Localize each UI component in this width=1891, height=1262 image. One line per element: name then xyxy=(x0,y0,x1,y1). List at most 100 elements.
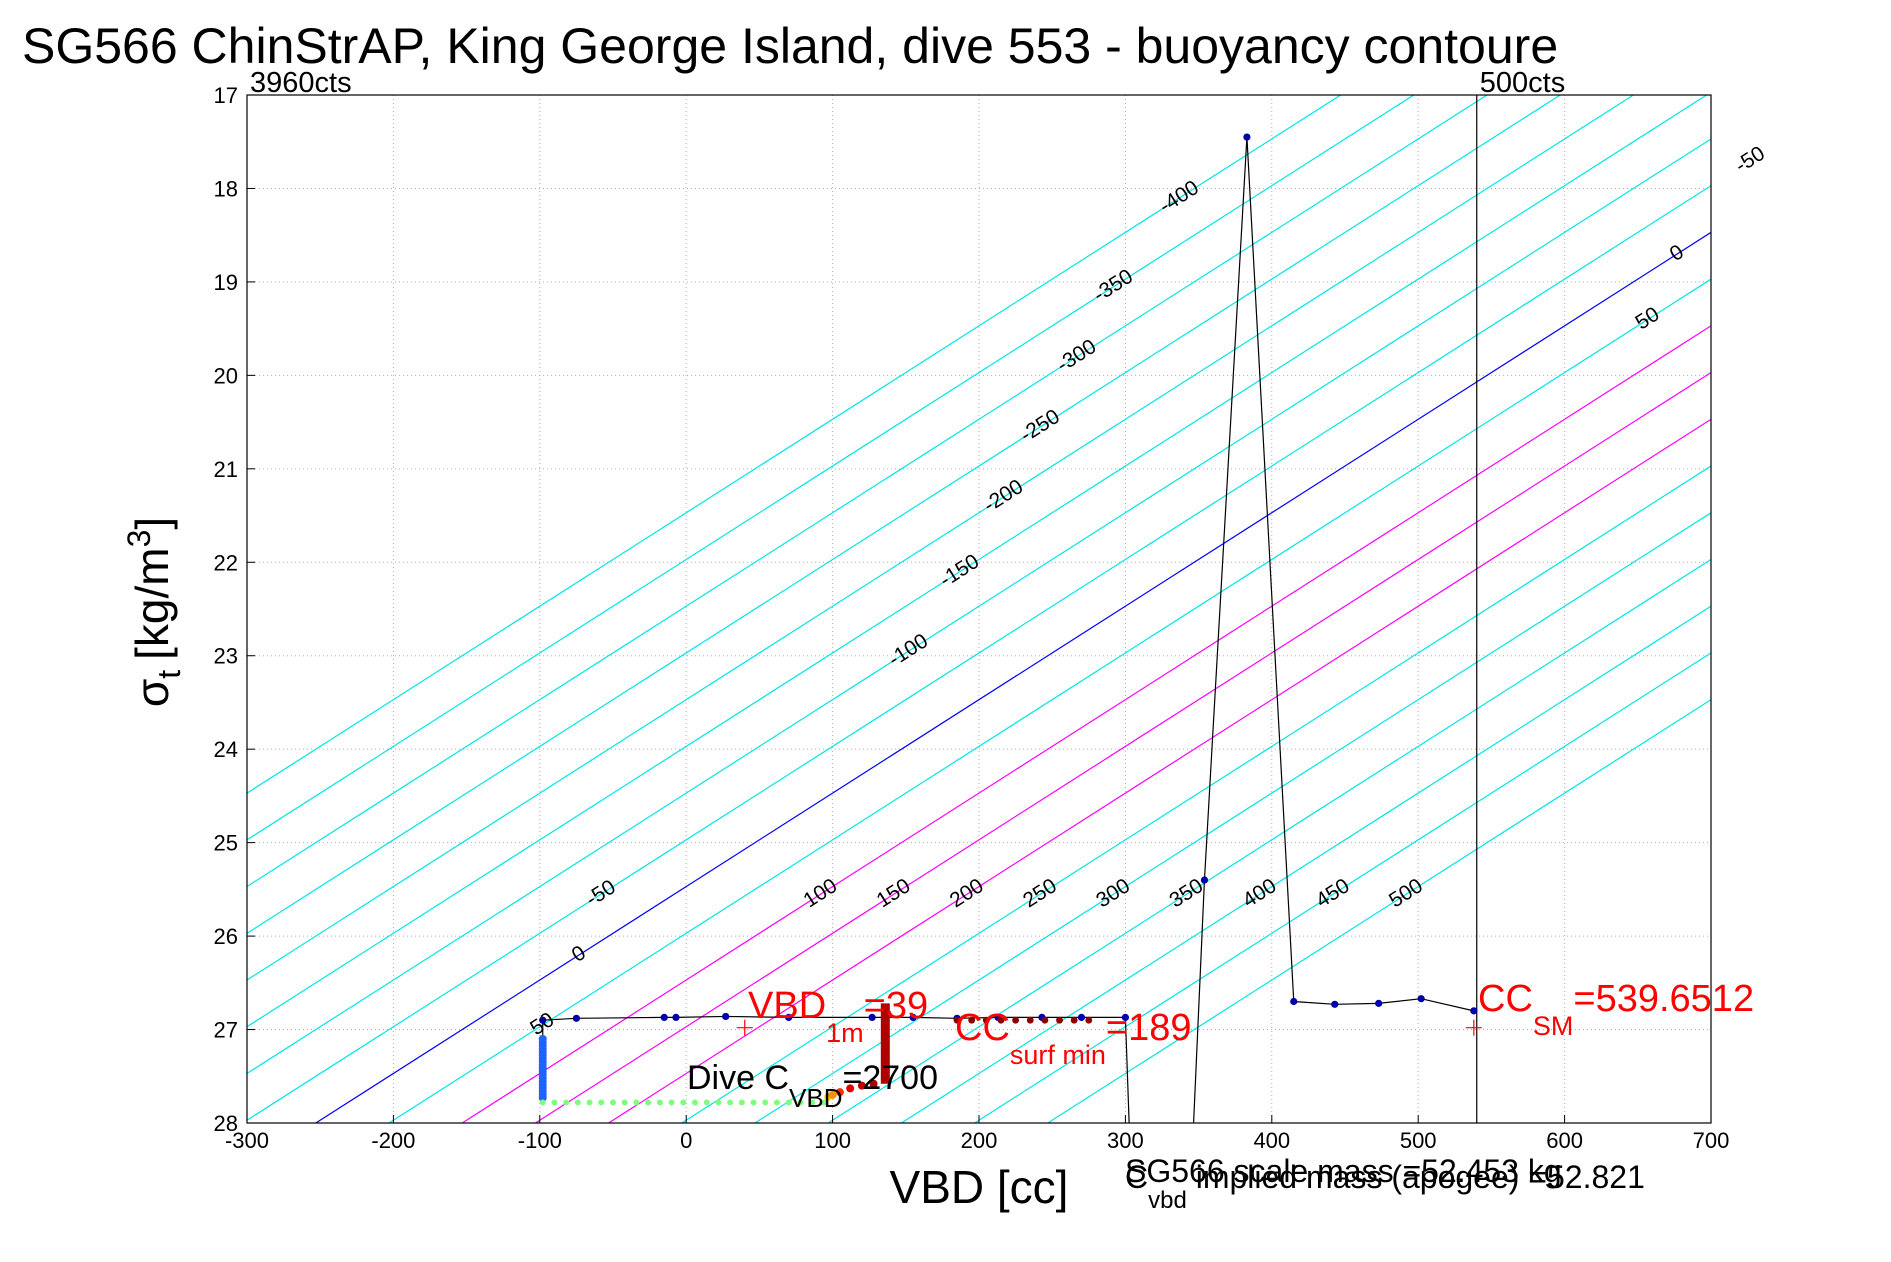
profile-point xyxy=(1121,1013,1129,1021)
x-tick-label: 700 xyxy=(1693,1128,1730,1153)
dive-dot-darkred xyxy=(1041,1016,1049,1024)
dive-dot-blue xyxy=(538,1093,547,1102)
contour-line xyxy=(754,512,1711,1123)
dive-dot-darkred xyxy=(968,1016,976,1024)
dive-dot-green xyxy=(656,1099,663,1106)
dive-dot-ramp xyxy=(846,1084,855,1093)
dive-dot-green xyxy=(773,1099,780,1106)
dive-dot-darkred xyxy=(997,1016,1005,1024)
x-axis-label: VBD [cc] xyxy=(890,1161,1069,1213)
y-label-close: ] xyxy=(126,517,178,530)
y-axis-label: σt [kg/m3] xyxy=(121,517,187,707)
implied-mass-sub: vbd xyxy=(1148,1187,1187,1214)
dive-dot-green xyxy=(633,1099,640,1106)
implied-mass-main: C xyxy=(1125,1159,1148,1195)
annotations: VBD1m=39 CCsurf min=189 Dive CVBD=2700 C… xyxy=(687,978,1754,1214)
contour-line xyxy=(247,184,1711,1121)
y-tick-label: 17 xyxy=(214,83,238,108)
y-tick-label: 22 xyxy=(214,550,238,575)
dive-dot-ramp xyxy=(857,1081,866,1090)
dive-dot-green xyxy=(574,1099,581,1106)
contour-line xyxy=(681,465,1711,1123)
y-tick-label: 23 xyxy=(214,644,238,669)
profile-series xyxy=(539,133,1478,1123)
y-tick-label: 25 xyxy=(214,831,238,856)
profile-point xyxy=(909,1013,917,1021)
contour-line xyxy=(247,95,1341,794)
count-marker-label: 3960cts xyxy=(250,67,352,99)
annotation-vbd-1m: VBD1m=39 xyxy=(748,985,928,1048)
profile-point xyxy=(1077,1013,1086,1021)
x-tick-label: -200 xyxy=(371,1128,415,1153)
dive-dot-darkred xyxy=(1070,1016,1078,1024)
profile-point xyxy=(1417,995,1425,1003)
cc-surf-min-sub: surf min xyxy=(1010,1040,1106,1070)
dive-dot-darkred xyxy=(1056,1016,1063,1024)
contour-line xyxy=(608,418,1711,1123)
profile-point xyxy=(868,1013,876,1021)
annotation-dive-c-vbd: Dive CVBD=2700 xyxy=(687,1059,938,1113)
contour-line xyxy=(901,605,1711,1123)
profile-point xyxy=(539,1016,547,1024)
profile-point xyxy=(572,1014,581,1022)
contour-line xyxy=(247,95,1707,1028)
x-axis-ticks: -300 -200 -100 0 100 200 300 400 500 600 700 xyxy=(225,1115,1729,1153)
x-tick-label: -100 xyxy=(518,1128,562,1153)
dive-dot-green xyxy=(750,1099,757,1106)
dive-dot-green xyxy=(785,1099,792,1106)
dive-dot-darkred xyxy=(1026,1016,1034,1024)
dive-dot-green xyxy=(668,1099,675,1106)
dive-c-vbd-main: Dive C xyxy=(687,1059,789,1097)
x-tick-label: 500 xyxy=(1400,1128,1437,1153)
dive-dot-darkred xyxy=(1085,1016,1093,1024)
y-label-main: σ xyxy=(126,679,178,707)
contour-line xyxy=(1047,698,1711,1123)
cc-sm-main: CC xyxy=(1478,978,1533,1020)
plot-area xyxy=(247,95,1711,1123)
contour-line xyxy=(388,278,1711,1123)
dive-dot-green xyxy=(539,1099,546,1106)
annotation-scale-mass: SG566 scale mass =52.453 kg xyxy=(1125,1153,1562,1189)
dive-dot-green xyxy=(680,1099,687,1106)
profile-point xyxy=(672,1013,680,1021)
dive-dot-darkred xyxy=(1012,1016,1019,1024)
dive-dot-green xyxy=(691,1099,698,1106)
vbd-1m-main: VBD xyxy=(748,985,826,1027)
dive-dot-green xyxy=(797,1099,804,1106)
contour-line xyxy=(247,95,1488,888)
y-tick-label: 24 xyxy=(214,737,238,762)
y-tick-label: 26 xyxy=(214,924,238,949)
profile-point xyxy=(1200,876,1209,884)
grid xyxy=(247,95,1711,1123)
dive-dot-green xyxy=(645,1099,652,1106)
dive-dot-green xyxy=(598,1099,605,1106)
contour-line xyxy=(247,95,1415,841)
y-tick-label: 18 xyxy=(214,176,238,201)
profile-point xyxy=(1470,1007,1478,1015)
dive-dots xyxy=(538,1003,1482,1106)
dive-dot-green xyxy=(809,1099,816,1106)
x-tick-label: 600 xyxy=(1546,1128,1583,1153)
count-marker-labels: 3960cts 500cts xyxy=(250,67,1565,99)
annotation-cc-surf-min: CCsurf min=189 xyxy=(955,1007,1192,1070)
contour-line xyxy=(247,95,1561,934)
cc-sm-sub: SM xyxy=(1533,1011,1574,1041)
vbd-1m-value: =39 xyxy=(864,985,928,1027)
profile-point xyxy=(660,1013,668,1021)
x-tick-label: 0 xyxy=(680,1128,692,1153)
buoyancy-contours xyxy=(247,95,1711,1123)
x-tick-label: 100 xyxy=(814,1128,851,1153)
annotation-implied-mass: Cvbd implied mass (apogee) =52.821 xyxy=(1125,1159,1645,1214)
y-axis-ticks: 17 18 19 20 21 22 23 24 25 26 27 28 xyxy=(214,83,255,1136)
vbd-1m-sub: 1m xyxy=(826,1018,864,1048)
contour-label: -50 xyxy=(1731,142,1769,178)
chart-title: SG566 ChinStrAP, King George Island, div… xyxy=(22,18,1558,74)
x-tick-label: 300 xyxy=(1107,1128,1144,1153)
contour-line xyxy=(535,371,1711,1123)
y-tick-label: 27 xyxy=(214,1018,238,1043)
y-tick-label: 28 xyxy=(214,1111,238,1136)
dive-c-vbd-value: =2700 xyxy=(843,1059,939,1097)
profile-point xyxy=(1375,999,1383,1007)
x-tick-label: -300 xyxy=(225,1128,269,1153)
cc-surf-min-value: =189 xyxy=(1106,1007,1192,1049)
